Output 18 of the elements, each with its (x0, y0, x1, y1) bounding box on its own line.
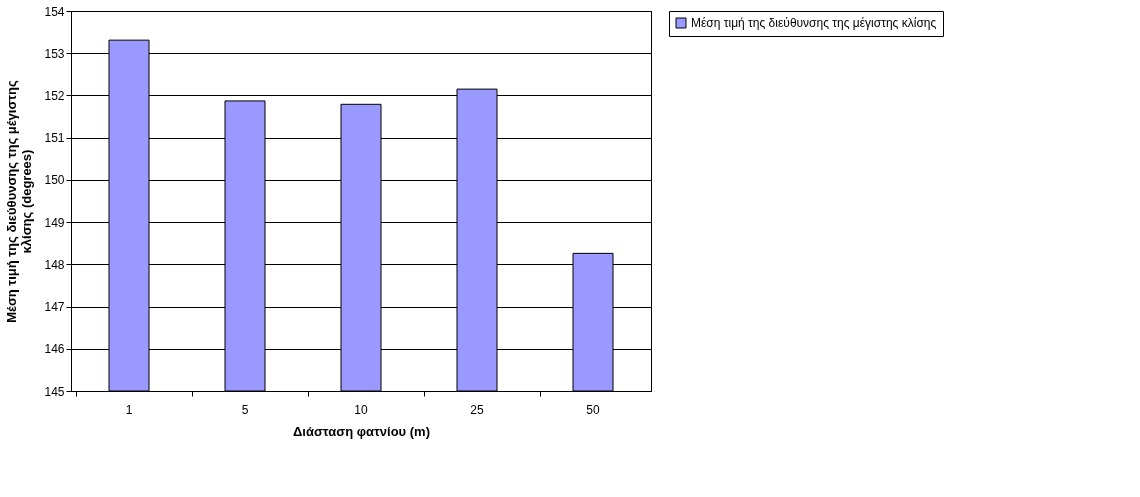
y-tick-label: 145 (44, 384, 65, 399)
y-tick-label: 148 (44, 257, 65, 272)
y-tick-label: 153 (44, 46, 65, 61)
y-tick-label: 151 (44, 131, 65, 146)
y-tick-label: 152 (44, 88, 65, 103)
x-tick-label: 10 (354, 402, 368, 417)
x-tick-label: 50 (586, 402, 600, 417)
x-tick-label: 25 (470, 402, 484, 417)
y-tick-label: 154 (44, 4, 65, 19)
y-tick-label: 150 (44, 173, 65, 188)
x-axis-title: Διάσταση φατνίου (m) (293, 423, 430, 439)
legend-label: Μέση τιμή της διεύθυνσης της μέγιστης κλίσης (691, 16, 937, 30)
x-tick-label: 5 (241, 402, 249, 417)
y-tick-label: 146 (44, 342, 65, 357)
y-axis-title: Μέση τιμή της διεύθυνσης της μέγιστης κλίσης (degrees) (4, 79, 35, 323)
y-tick-label: 149 (44, 215, 65, 230)
y-tick-label: 147 (44, 300, 65, 315)
x-tick-label: 1 (125, 402, 133, 417)
